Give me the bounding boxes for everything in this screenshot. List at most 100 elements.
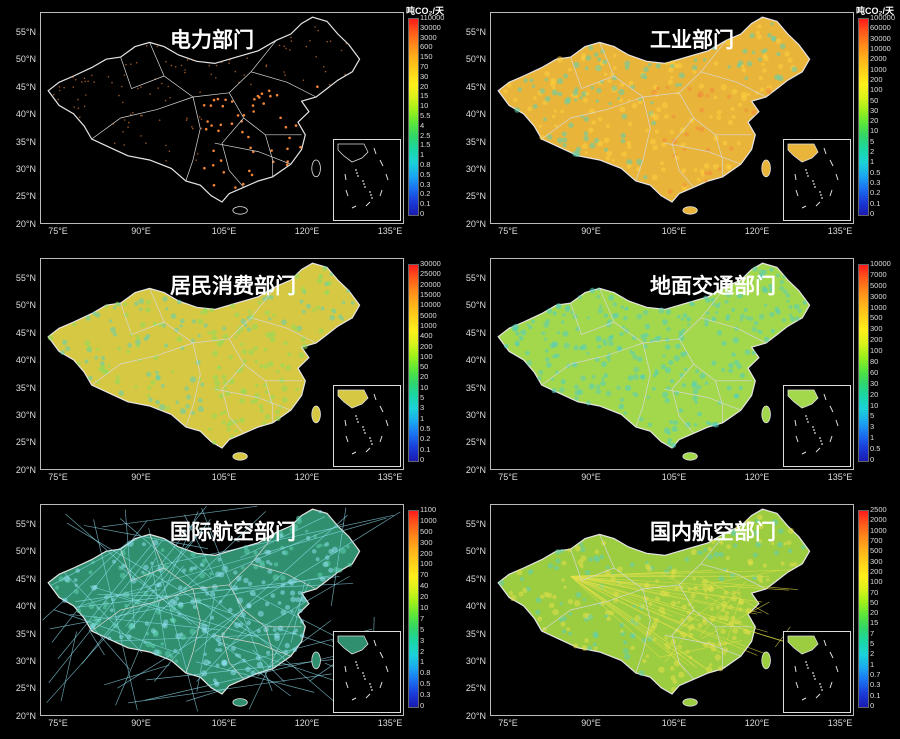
colorbar-label: 20	[870, 608, 879, 618]
lat-tick-label: 45°N	[15, 327, 36, 338]
china-map	[497, 508, 811, 707]
colorbar	[408, 18, 419, 216]
lon-tick-label: 75°E	[48, 226, 68, 236]
lon-tick-label: 105°E	[661, 718, 687, 728]
lon-tick-label: 75°E	[498, 226, 518, 236]
province-border	[570, 302, 615, 336]
colorbar-label: 500	[870, 313, 883, 323]
province-border	[91, 588, 194, 632]
lat-tick-label: 20°N	[465, 710, 486, 721]
colorbar-label: 2000	[870, 515, 887, 525]
colorbar-label: 1000	[870, 64, 887, 74]
province-border	[570, 548, 615, 582]
colorbar-label: 150	[420, 52, 433, 62]
colorbar-label: 0.2	[420, 189, 431, 199]
province-border	[541, 96, 644, 140]
colorbar-label: 70	[420, 570, 429, 580]
province-border	[214, 634, 291, 657]
colorbar-label: 5	[420, 393, 425, 403]
colorbar-label: 5000	[870, 280, 887, 290]
flight-routes	[570, 569, 798, 672]
colorbar-label: 2000	[870, 54, 887, 64]
lon-tick-label: 120°E	[744, 718, 770, 728]
lon-tick-label: 120°E	[744, 472, 770, 482]
colorbar-label: 50	[870, 597, 879, 607]
lat-tick-label: 20°N	[465, 464, 486, 475]
colorbar-label: 0.3	[870, 680, 881, 690]
lat-tick-label: 55°N	[15, 273, 36, 283]
lat-tick-label: 25°N	[15, 683, 36, 694]
colorbar-label: 2.5	[420, 130, 431, 140]
province-border	[185, 342, 201, 428]
colorbar-label: 100	[420, 559, 433, 569]
colorbar-label: 400	[420, 331, 433, 341]
island-outline	[761, 159, 771, 178]
colorbar-label: 5	[870, 639, 875, 649]
unit-label: 吨CO₂/天	[856, 6, 894, 16]
lon-tick-label: 90°E	[131, 718, 151, 728]
colorbar-label: 2500	[870, 505, 887, 514]
south-china-sea-inset	[783, 139, 851, 221]
colorbar-label: 20	[420, 592, 429, 602]
colorbar-label: 4	[420, 120, 425, 130]
island-outline	[232, 698, 248, 707]
lat-tick-label: 45°N	[15, 573, 36, 584]
colorbar-label: 15000	[420, 289, 441, 299]
lat-tick-label: 20°N	[15, 464, 36, 475]
lon-tick-label: 75°E	[48, 718, 68, 728]
map-title: 地面交通部门	[650, 274, 776, 298]
colorbar-label: 0.5	[420, 679, 431, 689]
lon-tick-label: 75°E	[498, 472, 518, 482]
lat-tick-label: 55°N	[15, 27, 36, 37]
colorbar	[858, 264, 869, 462]
province-border	[221, 609, 244, 680]
province-border	[678, 92, 752, 136]
colorbar-label: 0.7	[870, 670, 881, 680]
map-frame	[490, 12, 854, 224]
province-border	[228, 338, 302, 382]
colorbar	[408, 510, 419, 708]
colorbar-label: 7	[420, 613, 425, 623]
province-border	[635, 342, 651, 428]
colorbar-label: 0.5	[870, 444, 881, 454]
colorbar-label: 1	[870, 433, 875, 443]
lat-tick-label: 40°N	[465, 355, 486, 366]
colorbar-label: 3000	[420, 32, 437, 42]
province-border	[250, 71, 317, 98]
lat-tick-label: 50°N	[15, 54, 36, 65]
province-border	[700, 317, 767, 344]
lon-tick-label: 120°E	[294, 226, 320, 236]
colorbar-label: 1	[870, 157, 875, 167]
island-outline	[311, 651, 321, 670]
lon-tick-label: 90°E	[131, 472, 151, 482]
map-frame	[490, 258, 854, 470]
province-border	[664, 142, 741, 165]
province-border	[541, 588, 644, 632]
colorbar-label: 200	[870, 335, 883, 345]
lat-tick-label: 55°N	[465, 273, 486, 283]
lon-tick-label: 105°E	[211, 718, 237, 728]
province-border	[120, 548, 165, 582]
province-border	[715, 626, 724, 669]
colorbar-label: 10	[870, 126, 879, 136]
lon-tick-label: 135°E	[827, 718, 853, 728]
colorbar-label: 10000	[870, 43, 891, 53]
map-title: 国际航空部门	[170, 520, 296, 544]
colorbar-label: 100	[870, 346, 883, 356]
map-panel-industry: 工业部门 55°N 50°N 45°N 40°N 35°N 30°N 25°N 20°N 75°E…	[450, 0, 900, 246]
province-border	[250, 317, 317, 344]
lon-tick-label: 105°E	[211, 226, 237, 236]
lat-tick-label: 50°N	[465, 300, 486, 311]
lat-tick-label: 30°N	[15, 656, 36, 666]
colorbar-label: 60	[870, 367, 879, 377]
lat-tick-label: 30°N	[465, 164, 486, 174]
colorbar-label: 5	[420, 624, 425, 634]
colorbar-label: 0.5	[420, 424, 431, 434]
colorbar-label: 0.5	[420, 169, 431, 179]
colorbar-label: 110000	[420, 13, 445, 22]
lon-tick-label: 135°E	[377, 718, 403, 728]
colorbar-label: 300	[420, 537, 433, 547]
colorbar-label: 1	[420, 413, 425, 423]
colorbar-label: 0	[870, 701, 875, 710]
colorbar-label: 0.1	[870, 198, 881, 208]
